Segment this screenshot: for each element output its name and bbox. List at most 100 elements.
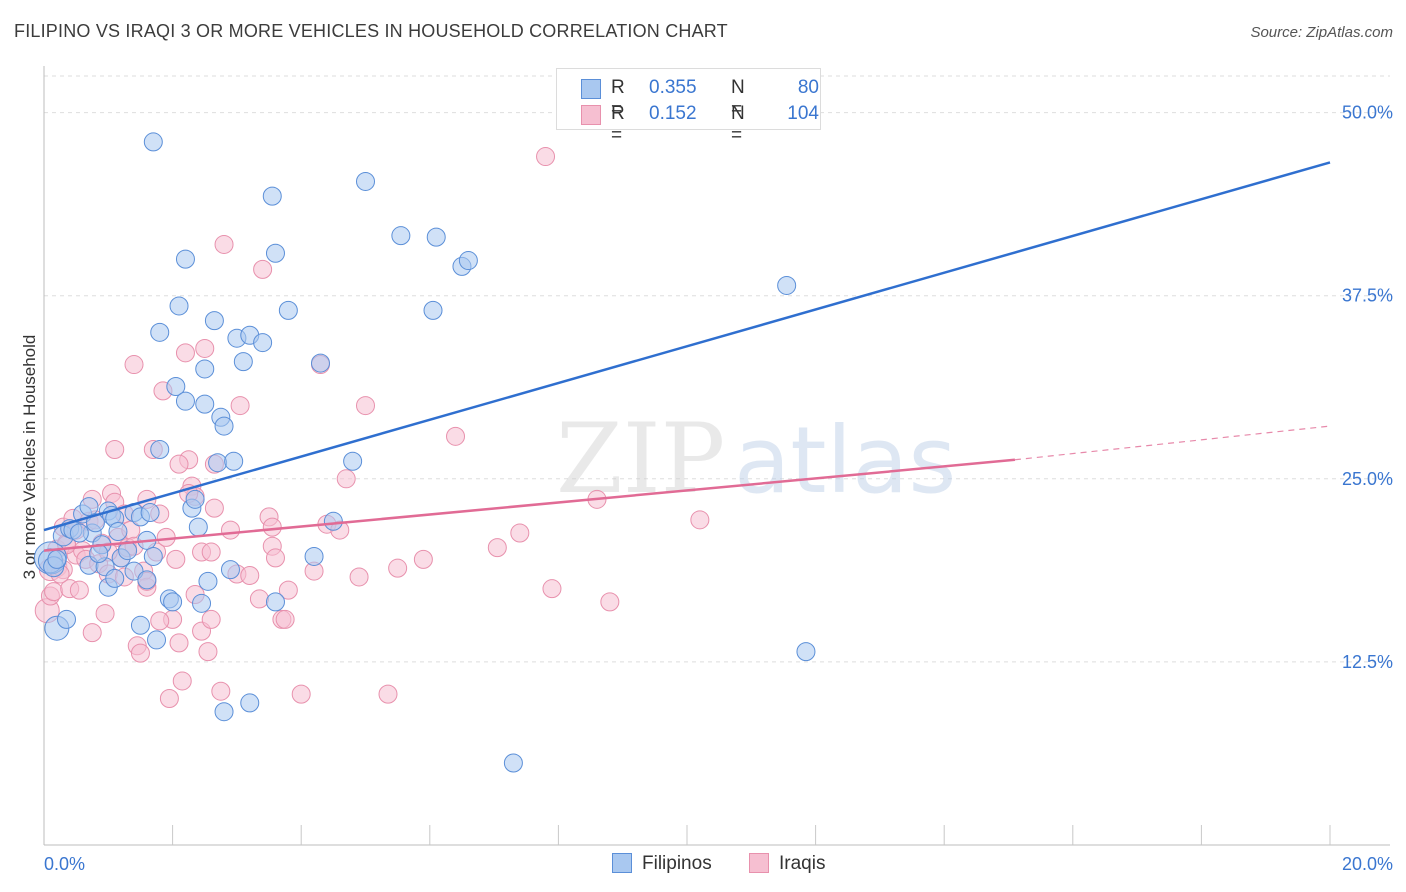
filipino-swatch (612, 853, 632, 873)
filipino-point (423, 300, 443, 320)
iraqi-point (378, 684, 398, 704)
axes (43, 66, 1390, 846)
iraqi-point (356, 396, 375, 416)
filipino-point (220, 560, 240, 580)
filipino-point (175, 249, 195, 269)
filipino-point (777, 275, 797, 295)
filipino-point (47, 549, 67, 569)
iraqi-point (262, 517, 282, 537)
iraqi-point (201, 542, 221, 562)
filipino-point (188, 517, 208, 537)
filipino-trend-line (43, 161, 1331, 532)
chart-source: Source: ZipAtlas.com (1250, 24, 1393, 41)
legend-n-label: N = (731, 77, 745, 120)
filipino-point (278, 300, 298, 320)
x-tick-label-max: 20.0% (1342, 854, 1393, 874)
iraqi-point (413, 549, 433, 569)
iraqi-point (201, 609, 221, 629)
iraqi-swatch (749, 853, 769, 873)
chart-title: FILIPINO VS IRAQI 3 OR MORE VEHICLES IN … (14, 21, 728, 41)
iraqi-point (159, 689, 179, 709)
filipino-point (304, 546, 324, 566)
filipino-point (166, 377, 186, 397)
stats-legend: R = 0.355 N = 80 R = 0.152 N = 104 (556, 68, 821, 146)
filipino-point (150, 322, 170, 342)
iraqi-trend-extension (1014, 425, 1331, 461)
filipino-point (208, 453, 228, 473)
filipino-point (503, 753, 523, 773)
iraqi-point (542, 579, 562, 599)
iraqi-point (291, 684, 311, 704)
tick-labels: 12.5% 25.0% 37.5% 50.0% 0.0% 20.0% (44, 103, 1393, 874)
filipino-point (175, 391, 195, 411)
filipino-point (214, 416, 234, 436)
legend-r-label: R = (611, 103, 625, 146)
legend-r-label: R = (611, 77, 625, 120)
iraqi-point (150, 611, 170, 631)
iraqi-trend-line (43, 458, 1016, 552)
y-tick-label: 37.5% (1342, 286, 1393, 306)
iraqi-point (240, 565, 260, 585)
filipino-point (343, 451, 363, 471)
iraqi-point (536, 147, 556, 167)
filipino-point (192, 593, 212, 613)
watermark: ZIP atlas (556, 403, 956, 515)
bottom-legend-label: Filipinos (642, 853, 712, 874)
filipino-point (265, 592, 285, 612)
filipino-point (143, 132, 163, 152)
filipino-point (140, 502, 160, 522)
iraqi-point (44, 582, 64, 602)
filipino-swatch (581, 79, 601, 99)
iraqi-point (105, 440, 125, 460)
iraqi-point (214, 234, 234, 254)
iraqi-point (211, 681, 231, 701)
filipino-point (240, 693, 260, 713)
filipino-point (130, 615, 150, 635)
filipino-point (137, 570, 157, 590)
iraqi-point (510, 523, 530, 543)
iraqi-point (336, 469, 356, 489)
iraqi-point (169, 633, 189, 653)
trend-lines (43, 161, 1331, 552)
iraqi-point (204, 498, 224, 518)
iraqi-point (198, 642, 218, 662)
iraqi-point (690, 510, 710, 530)
y-tick-label: 50.0% (1342, 103, 1393, 123)
iraqi-point (487, 538, 507, 558)
legend-n-value: 80 (797, 77, 819, 98)
filipino-point (185, 489, 205, 509)
filipino-point (233, 352, 253, 372)
iraqi-point (349, 567, 369, 587)
iraqi-point (230, 396, 250, 416)
filipino-point (198, 571, 218, 591)
filipino-point (796, 642, 816, 662)
filipino-point (163, 592, 183, 612)
iraqi-point (69, 580, 89, 600)
filipino-point (323, 511, 343, 531)
y-tick-label: 25.0% (1342, 469, 1393, 489)
filipino-point (458, 251, 478, 271)
iraqi-point (169, 454, 189, 474)
iraqi-point (600, 592, 620, 612)
iraqi-point (388, 558, 408, 578)
iraqi-point (446, 426, 466, 446)
filipino-point (195, 394, 215, 414)
filipino-point (214, 702, 234, 722)
iraqi-point (278, 580, 298, 600)
filipino-point (253, 333, 273, 353)
filipino-point (356, 171, 375, 191)
watermark-atlas: atlas (734, 407, 956, 514)
filipino-point (265, 243, 285, 263)
filipino-point (147, 630, 167, 650)
filipino-points (33, 132, 816, 773)
filipino-point (262, 186, 282, 206)
filipino-point (150, 440, 170, 460)
legend-r-value: 0.355 (649, 77, 697, 98)
x-tick-label-min: 0.0% (44, 854, 85, 874)
filipino-point (195, 359, 215, 379)
iraqi-point (172, 671, 192, 691)
iraqi-swatch (581, 105, 601, 125)
filipino-point (105, 568, 125, 588)
iraqi-point (275, 609, 295, 629)
